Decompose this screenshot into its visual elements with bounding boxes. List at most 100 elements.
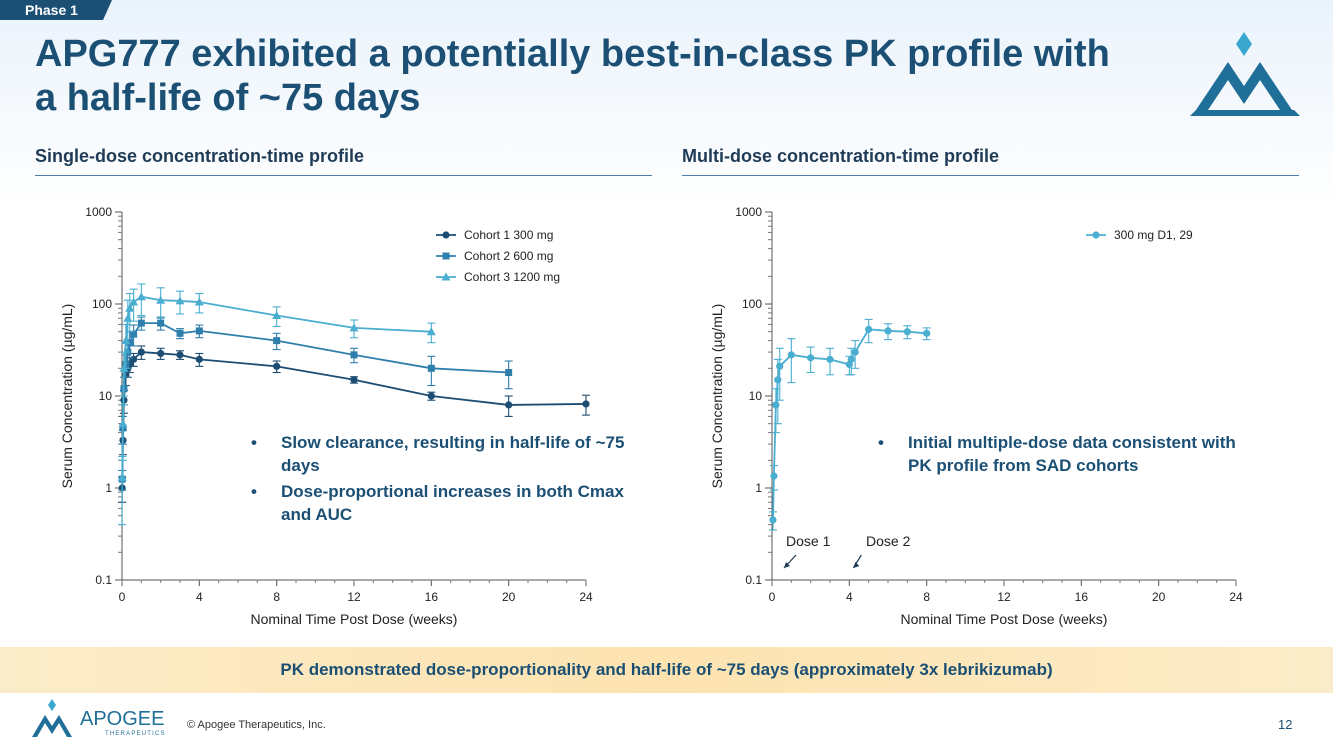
data-point [776,362,784,370]
y-tick-label: 100 [92,297,112,311]
data-point [770,472,778,480]
section-title-single-dose: Single-dose concentration-time profile [35,146,652,176]
data-point [176,329,184,337]
summary-banner: PK demonstrated dose-proportionality and… [0,647,1333,693]
bullets-multi-dose: • Initial multiple-dose data consistent w… [878,431,1258,480]
data-point [175,296,185,305]
data-point [847,355,855,363]
apogee-logo-icon [1190,32,1300,116]
bullet-item: • Dose-proportional increases in both Cma… [251,482,624,524]
data-point [273,362,281,370]
data-point [195,355,203,363]
data-point [118,419,128,428]
legend-marker [442,231,450,239]
footer-company-sub: THERAPEUTICS [105,731,166,737]
phase-tag: Phase 1 [0,0,112,20]
x-tick-label: 16 [425,590,439,604]
x-tick-label: 8 [923,590,930,604]
legend-marker [441,272,451,281]
data-point [826,355,834,363]
data-point [350,351,358,359]
legend-label: Cohort 1 300 mg [464,228,553,242]
data-point [807,354,815,362]
x-tick-label: 12 [997,590,1011,604]
x-axis-title: Nominal Time Post Dose (weeks) [901,611,1108,627]
page-number: 12 [1278,717,1293,732]
data-point [582,400,590,408]
bullet-item: • Initial multiple-dose data consistent w… [878,433,1236,475]
x-tick-label: 20 [1152,590,1166,604]
series-3 [117,283,436,526]
x-tick-label: 8 [273,590,280,604]
data-point [125,303,135,312]
data-point [130,355,138,363]
y-tick-label: 1000 [735,205,762,219]
data-point [130,330,138,338]
section-title-multi-dose: Multi-dose concentration-time profile [682,146,1299,176]
data-point [884,327,892,335]
y-axis-title: Serum Concentration (µg/mL) [709,304,725,489]
data-point [129,297,139,306]
data-point [136,292,146,301]
data-point [427,392,435,400]
data-point [903,328,911,336]
x-tick-label: 20 [502,590,516,604]
data-point [865,325,873,333]
legend-marker [442,252,450,260]
y-tick-label: 0.1 [95,573,112,587]
data-point [426,327,436,336]
bullets-single-dose: • Slow clearance, resulting in half-life … [251,431,631,529]
data-point [505,401,513,409]
y-tick-label: 10 [99,389,113,403]
data-point [194,297,204,306]
legend-marker [1092,231,1100,239]
dose-2-label: Dose 2 [866,533,911,549]
y-tick-label: 10 [749,389,763,403]
data-point [923,329,931,337]
data-point [851,348,859,356]
data-point [772,401,780,409]
data-point [273,337,281,345]
data-point [195,327,203,335]
x-tick-label: 4 [846,590,853,604]
data-point [787,351,795,359]
legend-label: Cohort 2 600 mg [464,249,553,263]
x-tick-label: 24 [1229,590,1243,604]
bullet-item: • Slow clearance, resulting in half-life … [251,433,625,475]
x-tick-label: 16 [1075,590,1089,604]
y-tick-label: 1000 [85,205,112,219]
y-axis-title: Serum Concentration (µg/mL) [59,304,75,489]
data-point [123,313,133,322]
x-tick-label: 12 [347,590,361,604]
dose-arrow-head [853,562,860,568]
x-tick-label: 24 [579,590,593,604]
y-tick-label: 1 [755,481,762,495]
series-1 [768,318,931,531]
data-point [126,339,134,347]
data-point [427,364,435,372]
slide-title: APG777 exhibited a potentially best-in-c… [35,33,1110,119]
data-point [349,323,359,332]
data-point [117,473,127,482]
dose-arrow-head [784,562,790,568]
dose-1-label: Dose 1 [786,533,831,549]
multi-dose-chart: 0.1 1 10 100 1000 0 4 8 12 16 20 24 Nominal Time Pos… [709,205,1243,627]
data-point [176,351,184,359]
x-tick-label: 0 [119,590,126,604]
data-point [156,295,166,304]
data-point [157,319,165,327]
single-dose-chart: 0.1 1 10 100 1000 0 4 8 12 16 20 24 Nominal Time Pos… [59,205,593,627]
data-point [137,348,145,356]
copyright: © Apogee Therapeutics, Inc. [187,719,326,731]
data-point [769,516,777,524]
apogee-footer-logo-icon: APOGEE THERAPEUTICS [32,699,166,737]
data-point [272,310,282,319]
footer-company-name: APOGEE [80,708,164,730]
x-tick-label: 0 [769,590,776,604]
legend-label: 300 mg D1, 29 [1114,228,1193,242]
data-point [350,376,358,384]
data-point [505,369,513,377]
data-point [157,349,165,358]
x-tick-label: 4 [196,590,203,604]
data-point [137,319,145,327]
